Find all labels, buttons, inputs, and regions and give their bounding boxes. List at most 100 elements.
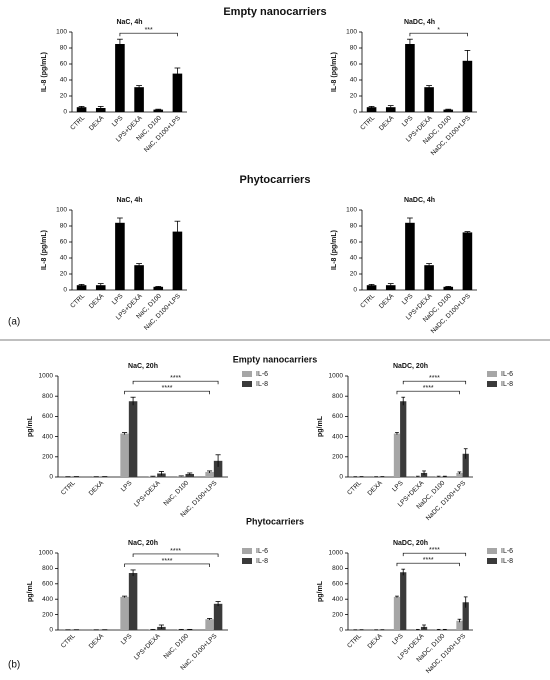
panel-label: (a) [8, 317, 20, 328]
y-tick-label: 20 [60, 93, 68, 100]
bar [134, 265, 144, 290]
chart-title: NaDC, 4h [404, 197, 435, 204]
y-tick-label: 40 [60, 255, 68, 262]
x-tick-label: NaDC, D100+LPS [425, 632, 468, 675]
bar [115, 44, 125, 112]
significance-label: **** [170, 548, 181, 555]
y-tick-label: 0 [353, 287, 357, 294]
y-tick-label: 400 [42, 596, 53, 603]
y-axis-label: pg/mL [27, 415, 34, 437]
error-bar [426, 263, 432, 267]
x-tick-label: NaC, D100+LPS [143, 114, 183, 154]
error-bar [130, 396, 136, 406]
bar [128, 573, 138, 630]
error-bar [395, 595, 399, 598]
significance-bracket [402, 380, 467, 385]
error-bar [407, 38, 413, 49]
error-bar [368, 283, 375, 286]
chart-title: NaC, 20h [128, 540, 158, 547]
x-tick-label: DEXA [378, 292, 396, 310]
bar [76, 107, 87, 112]
significance-label: **** [423, 385, 434, 392]
x-tick-label: LPS [391, 479, 405, 493]
error-bar [174, 220, 181, 242]
x-tick-label: DEXA [88, 292, 106, 310]
x-tick-label: CTRL [69, 292, 86, 309]
error-bar [174, 67, 181, 80]
y-tick-label: 40 [350, 255, 358, 262]
y-tick-label: 200 [332, 454, 343, 461]
x-tick-label: CTRL [69, 114, 86, 131]
error-bar [136, 85, 142, 89]
significance-label: *** [145, 27, 153, 34]
error-bar [97, 283, 104, 287]
bar [120, 596, 129, 630]
error-bar [443, 475, 447, 477]
y-axis-label: IL-8 (pg/mL) [41, 230, 48, 270]
significance-bracket [402, 552, 467, 557]
y-tick-label: 200 [42, 454, 53, 461]
y-tick-label: 800 [42, 565, 53, 572]
bar [95, 285, 106, 290]
error-bar [158, 471, 164, 476]
y-tick-label: 0 [339, 627, 343, 634]
x-tick-label: CTRL [60, 632, 77, 649]
error-bar [445, 285, 452, 288]
error-bar [445, 108, 452, 110]
y-tick-label: 20 [60, 271, 68, 278]
significance-bracket [132, 380, 219, 385]
bar [366, 107, 377, 112]
y-tick-label: 600 [42, 413, 53, 420]
bar [443, 109, 454, 112]
bar [462, 602, 469, 630]
legend-label: IL-6 [501, 371, 513, 378]
x-tick-label: DEXA [366, 479, 384, 497]
y-tick-label: 1000 [329, 550, 344, 557]
y-axis-label: pg/mL [27, 580, 34, 602]
legend-swatch [487, 371, 497, 377]
error-bar [463, 448, 468, 459]
x-tick-label: DEXA [378, 114, 396, 132]
y-tick-label: 60 [60, 61, 68, 68]
bar [153, 109, 164, 112]
y-tick-label: 1000 [39, 373, 54, 380]
legend-swatch [242, 548, 252, 554]
y-tick-label: 0 [49, 474, 53, 481]
x-tick-label: DEXA [366, 632, 384, 650]
x-tick-label: CTRL [346, 479, 363, 496]
bar [424, 265, 434, 290]
bar [177, 476, 186, 477]
error-bar [387, 105, 394, 109]
bar [120, 433, 129, 477]
chart-title: NaDC, 4h [404, 19, 435, 26]
legend-label: IL-8 [256, 558, 268, 565]
legend-label: IL-6 [256, 548, 268, 555]
error-bar [368, 106, 375, 108]
error-bar [463, 596, 468, 608]
y-tick-label: 60 [60, 239, 68, 246]
x-tick-label: CTRL [359, 292, 376, 309]
error-bar [150, 475, 156, 477]
error-bar [422, 470, 426, 475]
y-axis-label: pg/mL [317, 580, 324, 602]
x-tick-label: LPS [111, 114, 125, 128]
error-bar [78, 106, 85, 108]
error-bar [395, 432, 399, 435]
y-tick-label: 100 [346, 207, 357, 214]
error-bar [155, 285, 162, 288]
legend-swatch [242, 371, 252, 377]
legend-swatch [487, 548, 497, 554]
x-tick-label: DEXA [88, 114, 106, 132]
error-bar [422, 624, 426, 629]
x-tick-label: LPS [391, 632, 405, 646]
significance-bracket [132, 553, 219, 557]
error-bar [97, 106, 104, 110]
error-bar [215, 454, 221, 467]
chart-title: NaC, 20h [128, 363, 158, 370]
error-bar [117, 38, 123, 49]
legend-label: IL-6 [501, 548, 513, 555]
y-tick-label: 0 [339, 474, 343, 481]
bar [462, 60, 473, 112]
significance-label: * [437, 27, 440, 34]
